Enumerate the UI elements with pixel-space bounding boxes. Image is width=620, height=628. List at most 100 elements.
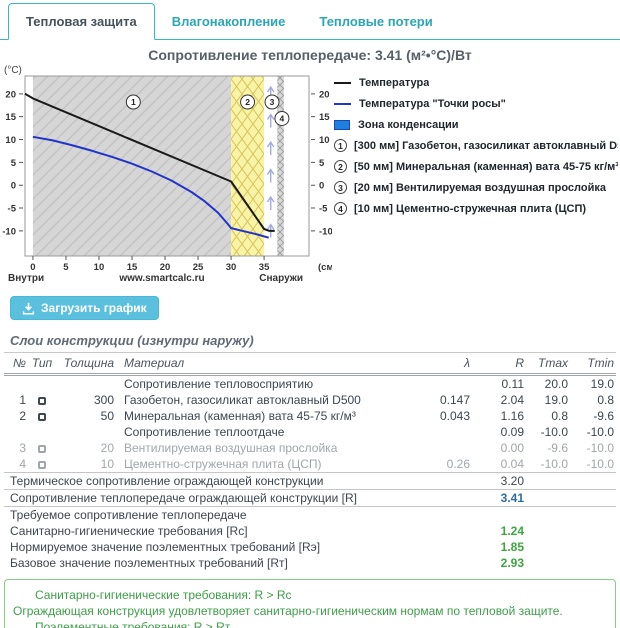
layer-marker-4 [274, 110, 290, 126]
tab-heat-loss[interactable]: Тепловые потери [319, 14, 433, 29]
outside-label: Снаружи [259, 273, 303, 284]
summary-value: 3.20 [472, 472, 526, 490]
col-r: R [472, 352, 526, 376]
layer-lambda [414, 440, 472, 456]
tab-thermal-protection[interactable]: Тепловая защита [8, 3, 155, 40]
inside-label: Внутри [8, 273, 44, 284]
chart-text: 30 [226, 262, 237, 273]
dew-point-line-icon [334, 102, 351, 105]
layer-material: Цементно-стружечная плита (ЦСП) [124, 457, 322, 471]
chart-text: 15 [127, 262, 138, 273]
legend-label: Температура "Точки росы" [359, 97, 506, 110]
summary-label: Сопротивление теплопередаче ограждающей … [4, 489, 472, 507]
layer-r: 0.00 [500, 441, 524, 455]
chart-text: 0 [319, 181, 324, 192]
layer-r: 1.16 [500, 409, 524, 423]
layer-lambda [414, 424, 472, 440]
col-material: Материал [116, 352, 414, 376]
summary-row: Базовое значение поэлементных требований… [4, 555, 616, 571]
chart-text: 10 [319, 135, 330, 146]
ventilation-arrow-icon [266, 113, 275, 128]
legend-item: 1 [300 мм] Газобетон, газосиликат автокла… [334, 135, 618, 156]
layer-tmin: -9.6 [593, 409, 614, 423]
summary-value [472, 506, 526, 523]
chart-text: 20 [319, 89, 330, 100]
col-lambda: λ [414, 352, 472, 376]
legend-label: Температура [359, 76, 430, 89]
chart-text: 0 [30, 262, 35, 273]
layer-tmin: 0.8 [597, 393, 614, 407]
layer-tmin: -10.0 [586, 441, 614, 455]
layer-material: Вентилируемая воздушная прослойка [124, 441, 338, 455]
col-thickness: Толщина [56, 352, 116, 376]
chart-legend: Температура Температура "Точки росы" Зона … [334, 72, 618, 219]
layer-r: 2.04 [500, 393, 524, 407]
chart-text: (°C) [4, 65, 22, 76]
layer-tmax: -10.0 [540, 425, 568, 439]
summary-label: Базовое значение поэлементных требований… [10, 556, 288, 570]
verdict-line: Ограждающая конструкция удовлетворяет са… [13, 604, 563, 618]
layer-type [28, 392, 56, 408]
temperature-line-icon [334, 81, 351, 84]
chart-text: -5 [8, 204, 17, 215]
plot-border [24, 75, 310, 257]
layer-r: 0.11 [501, 377, 524, 391]
layer-thickness [56, 375, 116, 393]
summary-row: Санитарно-гигиенические требования [Rc] 1… [4, 523, 616, 539]
table-row: Сопротивление теплоотдаче 0.09 -10.0 -10.0 [4, 424, 616, 440]
page-title: Сопротивление теплопередаче: 3.41 (м²•°С… [148, 47, 472, 63]
chart-text: 15 [319, 112, 330, 123]
chart-text: -10 [2, 226, 16, 237]
layer-type [28, 408, 56, 424]
col-tmax: Tmax [526, 352, 570, 376]
col-tmin: Tmin [570, 352, 616, 376]
summary-label: Требуемое сопротивление теплопередаче [4, 506, 472, 523]
temperature-line [24, 92, 275, 232]
legend-label: [300 мм] Газобетон, газосиликат автоклав… [354, 139, 618, 152]
condensation-zone-swatch [334, 119, 350, 130]
summary-row: Термическое сопротивление ограждающей ко… [4, 472, 616, 490]
chart-layer-3 [264, 76, 278, 256]
layer-material: Минеральная (каменная) вата 45-75 кг/м³ [124, 409, 356, 423]
chart-text: 20 [5, 89, 16, 100]
summary-value: 2.93 [500, 556, 524, 570]
layer-thickness: 20 [100, 441, 114, 455]
summary-row: Сопротивление теплопередаче ограждающей … [4, 489, 616, 507]
legend-label: [10 мм] Цементно-стружечная плита (ЦСП) [354, 202, 587, 215]
legend-item: Зона конденсации [334, 114, 618, 135]
legend-item: 4 [10 мм] Цементно-стружечная плита (ЦСП) [334, 198, 618, 219]
download-chart-button[interactable]: Загрузить график [10, 296, 159, 320]
chart-text: 15 [5, 112, 16, 123]
summary-label: Нормируемое значение поэлементных требов… [10, 540, 321, 554]
chart-text: 10 [5, 135, 16, 146]
layer-marker-1 [125, 94, 141, 110]
chart-text: -10 [319, 226, 332, 237]
legend-item: 3 [20 мм] Вентилируемая воздушная прослой… [334, 177, 618, 198]
layer-type [28, 440, 56, 456]
layers-table: № Тип Толщина Материал λ R Tmax Tmin Соп… [4, 352, 616, 571]
layer-r: 0.04 [500, 457, 524, 471]
chart-text: 5 [319, 158, 325, 169]
layer-type [28, 424, 56, 440]
tab-moisture-accumulation[interactable]: Влагонакопление [171, 14, 286, 29]
legend-item: Температура [334, 72, 618, 93]
table-row: 1 300 Газобетон, газосиликат автоклавный D… [4, 392, 616, 408]
layer-number-badge: 1 [334, 139, 347, 152]
layers-table-body: Сопротивление тепловосприятию 0.11 20.0 19.… [4, 375, 616, 572]
layer-tmax: -9.6 [547, 441, 568, 455]
layer-thickness: 10 [100, 457, 114, 471]
watermark: www.smartcalc.ru [118, 273, 204, 284]
chart-text: (см) [318, 262, 332, 273]
chart-text: 20 [160, 262, 171, 273]
chart-text: 1 [131, 97, 136, 107]
chart-plot: 20 20 15 15 10 10 5 5 0 0 -5 -5 -10 -10 0 5 10 15 20 25 30 35… [2, 65, 332, 284]
layer-type-icon [38, 412, 46, 421]
chart-text: 10 [94, 262, 105, 273]
layer-tmax: 20.0 [544, 377, 568, 391]
layer-thickness: 50 [100, 409, 114, 423]
summary-row: Требуемое сопротивление теплопередаче [4, 506, 616, 523]
chart-text: 3 [270, 97, 275, 107]
layer-thickness [56, 424, 116, 440]
layer-tmax: 19.0 [544, 393, 568, 407]
temperature-chart: 20 20 15 15 10 10 5 5 0 0 -5 -5 -10 -10 0 5 10 15 20 25 30 35… [0, 64, 620, 288]
